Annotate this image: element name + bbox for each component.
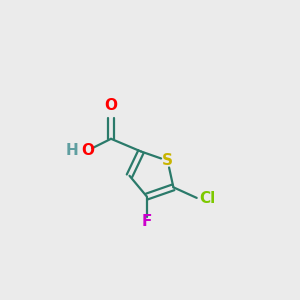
Text: Cl: Cl (199, 191, 215, 206)
Text: O: O (81, 143, 94, 158)
Text: H: H (66, 143, 79, 158)
Text: S: S (162, 153, 173, 168)
Text: F: F (142, 214, 152, 230)
Text: O: O (104, 98, 118, 113)
